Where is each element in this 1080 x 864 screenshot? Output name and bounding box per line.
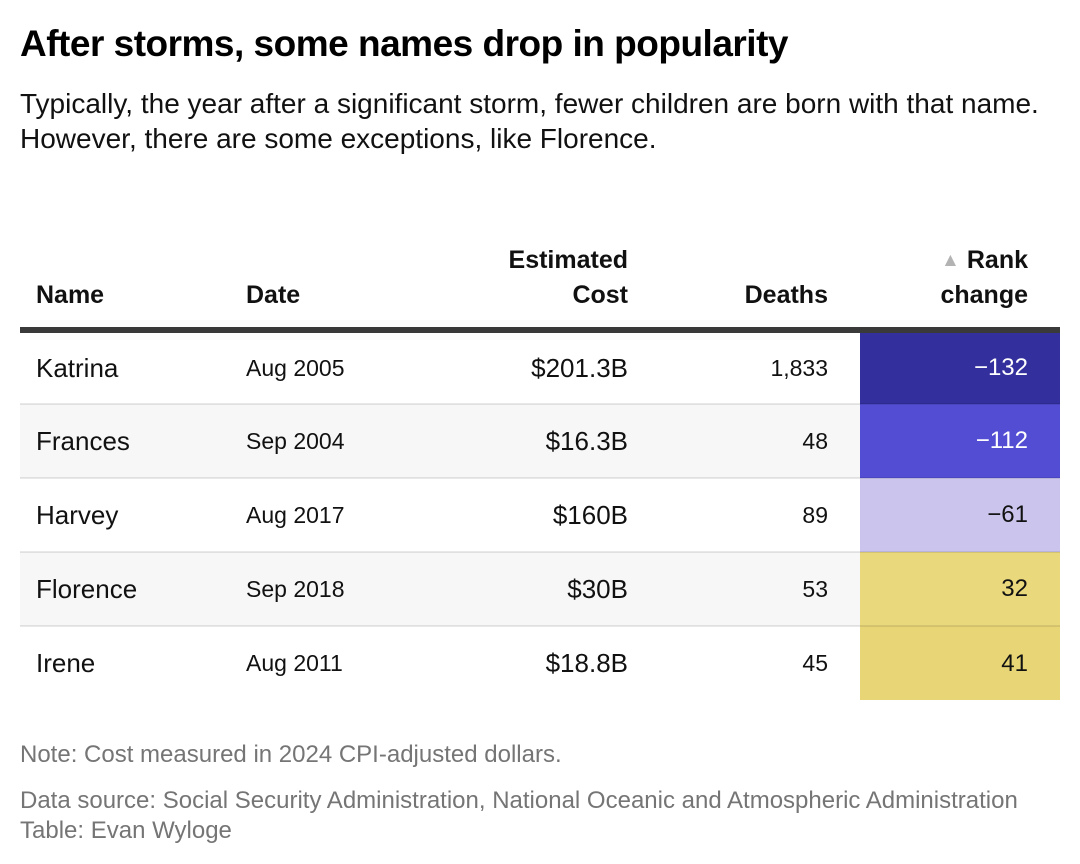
storm-cost: $18.8B xyxy=(545,648,628,678)
storm-name: Irene xyxy=(36,648,96,678)
date-cell: Aug 2005 xyxy=(230,330,420,404)
cost-cell: $30B xyxy=(420,551,628,626)
column-header-estimated-cost: Estimated Cost xyxy=(420,208,628,333)
column-header-deaths-label: Deaths xyxy=(744,281,828,309)
cost-cell: $160B xyxy=(420,477,628,552)
rank-change-cell: 32 xyxy=(860,551,1060,626)
deaths-cell: 53 xyxy=(628,551,860,626)
header-row: Name Date Estimated Cost Deaths ▲ Rank ch… xyxy=(20,208,1060,333)
rank-change-value: −61 xyxy=(987,501,1028,528)
footer-data-source: Data source: Social Security Administrat… xyxy=(20,787,1018,814)
deaths-cell: 89 xyxy=(628,477,860,552)
storm-deaths: 1,833 xyxy=(770,354,828,381)
storm-names-table: Name Date Estimated Cost Deaths ▲ Rank ch… xyxy=(20,208,1060,700)
date-cell: Sep 2004 xyxy=(230,403,420,478)
column-header-date-label: Date xyxy=(246,281,301,309)
page-title: After storms, some names drop in popular… xyxy=(20,23,788,64)
rank-change-value: 41 xyxy=(1001,649,1028,677)
rank-change-cell: −132 xyxy=(860,330,1060,404)
sort-ascending-icon[interactable]: ▲ xyxy=(941,250,960,271)
storm-date: Aug 2017 xyxy=(246,501,345,528)
date-cell: Sep 2018 xyxy=(230,551,420,626)
storm-name-cell: Frances xyxy=(20,403,230,478)
storm-name-cell: Katrina xyxy=(20,330,230,404)
cost-cell: $18.8B xyxy=(420,625,628,700)
footer-note: Note: Cost measured in 2024 CPI-adjusted… xyxy=(20,741,562,768)
rank-change-cell: 41 xyxy=(860,625,1060,700)
column-header-rank-change-label: Rank change xyxy=(940,246,1028,309)
table-row: Frances Sep 2004 $16.3B 48 −112 xyxy=(20,403,1060,478)
deaths-cell: 1,833 xyxy=(628,330,860,404)
column-header-deaths: Deaths xyxy=(628,208,860,333)
storm-name: Katrina xyxy=(36,352,119,383)
storm-cost: $201.3B xyxy=(531,352,628,383)
table-row: Harvey Aug 2017 $160B 89 −61 xyxy=(20,477,1060,552)
table-row: Katrina Aug 2005 $201.3B 1,833 −132 xyxy=(20,330,1060,404)
storm-name: Florence xyxy=(36,573,138,604)
table-row: Irene Aug 2011 $18.8B 45 41 xyxy=(20,625,1060,700)
storm-deaths: 89 xyxy=(802,501,828,528)
column-header-rank-change[interactable]: ▲ Rank change xyxy=(860,208,1060,333)
storm-deaths: 45 xyxy=(802,650,828,676)
storm-name-cell: Florence xyxy=(20,551,230,626)
footer-credit: Table: Evan Wyloge xyxy=(20,817,232,844)
rank-change-value: 32 xyxy=(1001,575,1028,602)
rank-change-value: −132 xyxy=(973,354,1028,381)
storm-deaths: 53 xyxy=(802,575,828,602)
storm-date: Aug 2011 xyxy=(246,650,343,676)
cost-cell: $201.3B xyxy=(420,330,628,404)
column-header-name-label: Name xyxy=(36,281,105,309)
table-header: Name Date Estimated Cost Deaths ▲ Rank ch… xyxy=(20,208,1060,333)
rank-change-cell: −61 xyxy=(860,477,1060,552)
storm-date: Aug 2005 xyxy=(246,354,345,381)
deaths-cell: 48 xyxy=(628,403,860,478)
storm-deaths: 48 xyxy=(802,427,828,454)
page-subtitle: Typically, the year after a significant … xyxy=(20,88,1039,154)
column-header-name: Name xyxy=(20,208,230,333)
cost-cell: $16.3B xyxy=(420,403,628,478)
rank-change-cell: −112 xyxy=(860,403,1060,478)
storm-cost: $160B xyxy=(552,499,628,530)
footer: Note: Cost measured in 2024 CPI-adjusted… xyxy=(20,740,1060,846)
deaths-cell: 45 xyxy=(628,625,860,700)
storm-name-cell: Irene xyxy=(20,625,230,700)
table-body: Katrina Aug 2005 $201.3B 1,833 −132 Fran… xyxy=(20,330,1060,700)
storm-cost: $16.3B xyxy=(545,425,628,456)
table-row: Florence Sep 2018 $30B 53 32 xyxy=(20,551,1060,626)
column-header-estimated-cost-label: Estimated Cost xyxy=(508,246,628,309)
storm-cost: $30B xyxy=(567,573,628,604)
storm-date: Sep 2004 xyxy=(246,427,345,454)
storm-date: Sep 2018 xyxy=(246,575,345,602)
column-header-date: Date xyxy=(230,208,420,333)
storm-name: Frances xyxy=(36,425,130,456)
storm-name-cell: Harvey xyxy=(20,477,230,552)
rank-change-value: −112 xyxy=(975,427,1028,454)
storm-name: Harvey xyxy=(36,499,119,530)
date-cell: Aug 2011 xyxy=(230,625,420,700)
date-cell: Aug 2017 xyxy=(230,477,420,552)
